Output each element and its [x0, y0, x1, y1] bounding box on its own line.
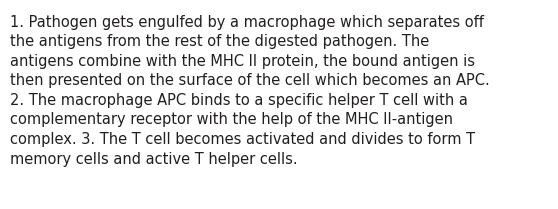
Text: 1. Pathogen gets engulfed by a macrophage which separates off
the antigens from : 1. Pathogen gets engulfed by a macrophag… — [10, 15, 490, 167]
